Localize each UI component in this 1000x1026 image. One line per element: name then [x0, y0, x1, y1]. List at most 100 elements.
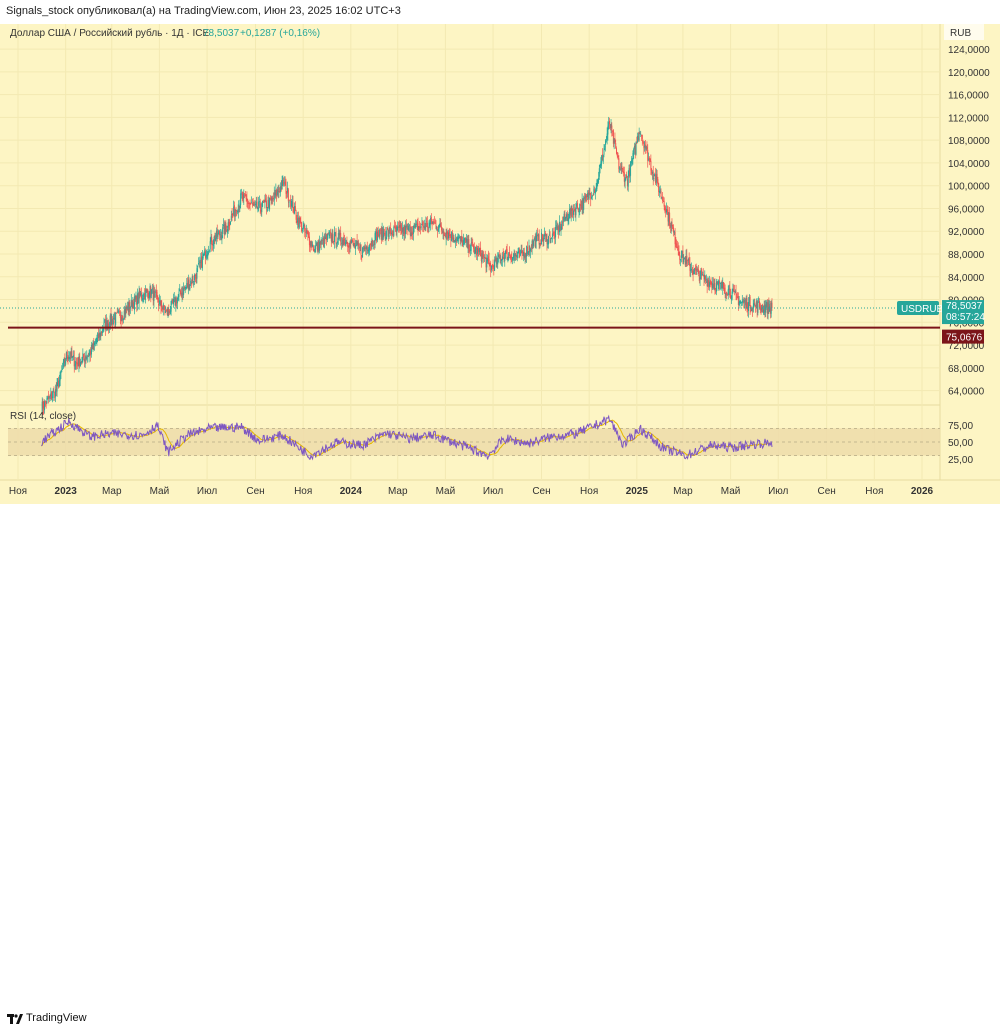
candle-body: [615, 143, 617, 149]
candle-body: [69, 356, 71, 360]
candle-body: [66, 351, 68, 356]
candle-body: [107, 324, 109, 329]
candle-body: [159, 299, 161, 301]
candle-body: [213, 236, 215, 244]
currency-box[interactable]: [944, 24, 984, 40]
candle-body: [591, 196, 593, 197]
candle-body: [197, 265, 199, 268]
candle-body: [41, 401, 43, 415]
rsi-legend[interactable]: RSI (14, close): [10, 411, 76, 422]
candle-body: [437, 228, 439, 231]
candle-body: [672, 224, 674, 229]
candle-body: [730, 295, 732, 299]
candle-body: [548, 234, 550, 236]
candle-body: [201, 256, 203, 269]
candle-body: [612, 130, 614, 144]
candle-body: [490, 265, 492, 271]
candle-body: [744, 299, 746, 306]
candle-body: [270, 198, 272, 200]
candle-body: [516, 254, 518, 258]
candle-body: [409, 225, 411, 236]
candle-body: [646, 147, 648, 149]
symbol-price-tag[interactable]: USDRUB 78,5037 08:57:24: [897, 300, 985, 325]
candle-body: [347, 245, 349, 247]
candle-body: [344, 238, 346, 245]
candle-body: [278, 191, 280, 192]
candle-body: [265, 200, 267, 208]
candle-body: [293, 210, 295, 214]
price-chart[interactable]: Доллар США / Российский рубль · 1Д · ICE…: [0, 24, 1000, 504]
candle-body: [250, 203, 252, 204]
candle-body: [445, 232, 447, 239]
candle-body: [393, 227, 395, 236]
candle-body: [716, 281, 718, 292]
candle-body: [637, 136, 639, 141]
candle-body: [281, 180, 283, 190]
tradingview-brand[interactable]: TradingView: [26, 1012, 87, 1024]
candle-body: [631, 160, 633, 164]
level-price-tag[interactable]: 75,0676: [942, 329, 984, 344]
candle-body: [732, 288, 734, 292]
candle-body: [160, 300, 162, 308]
grid-lines: [0, 24, 940, 480]
candle-body: [173, 297, 175, 298]
candle-body: [397, 227, 399, 229]
candle-body: [512, 257, 514, 261]
candle-body: [489, 262, 491, 267]
candle-body: [494, 259, 496, 271]
candle-body: [733, 289, 735, 291]
candle-body: [341, 242, 343, 246]
candle-body: [552, 233, 554, 235]
symbol-tag-box: [897, 301, 939, 316]
price-axis-panel[interactable]: [940, 24, 1000, 504]
price-tick-label: 120,0000: [948, 68, 990, 79]
candle-body: [677, 248, 679, 252]
candle-body: [300, 221, 302, 223]
candle-body: [119, 311, 121, 319]
candle-body: [750, 309, 752, 311]
candle-body: [534, 237, 536, 247]
candle-body: [582, 199, 584, 210]
candle-body: [264, 199, 266, 202]
candle-body: [298, 218, 300, 228]
instrument-legend[interactable]: Доллар США / Российский рубль · 1Д · ICE: [10, 27, 209, 39]
candle-body: [526, 245, 528, 257]
candle-body: [308, 233, 310, 238]
candle-body: [550, 239, 552, 243]
candle-body: [192, 275, 194, 282]
candle-body: [193, 281, 195, 283]
candle-body: [259, 201, 261, 209]
candle-body: [714, 282, 716, 290]
candle-body: [537, 233, 539, 237]
candle-body: [323, 235, 325, 248]
candle-body: [768, 304, 770, 311]
price-tick-label: 68,0000: [948, 364, 985, 375]
candle-body: [734, 291, 736, 293]
candle-body: [765, 306, 767, 313]
candle-body: [465, 238, 467, 243]
candle-body: [114, 317, 116, 324]
candle-body: [687, 258, 689, 261]
candle-body: [618, 158, 620, 170]
tradingview-logo-icon[interactable]: [7, 1012, 23, 1026]
candle-body: [497, 257, 499, 265]
candle-body: [301, 222, 303, 232]
candle-body: [181, 292, 183, 296]
candle-body: [565, 216, 567, 221]
candle-body: [421, 223, 423, 225]
candle-body: [370, 244, 372, 246]
candle-body: [65, 360, 67, 365]
chart-area[interactable]: [0, 24, 1000, 504]
candle-body: [152, 289, 154, 301]
candle-body: [405, 225, 407, 234]
candle-body: [356, 240, 358, 245]
candle-body: [594, 190, 596, 193]
candle-body: [526, 246, 528, 255]
candle-body: [644, 145, 646, 147]
candle-body: [202, 256, 204, 259]
candle-body: [386, 229, 388, 238]
candle-body: [378, 234, 380, 236]
candle-body: [226, 228, 228, 233]
candle-body: [741, 302, 743, 304]
candle-body: [748, 301, 750, 312]
